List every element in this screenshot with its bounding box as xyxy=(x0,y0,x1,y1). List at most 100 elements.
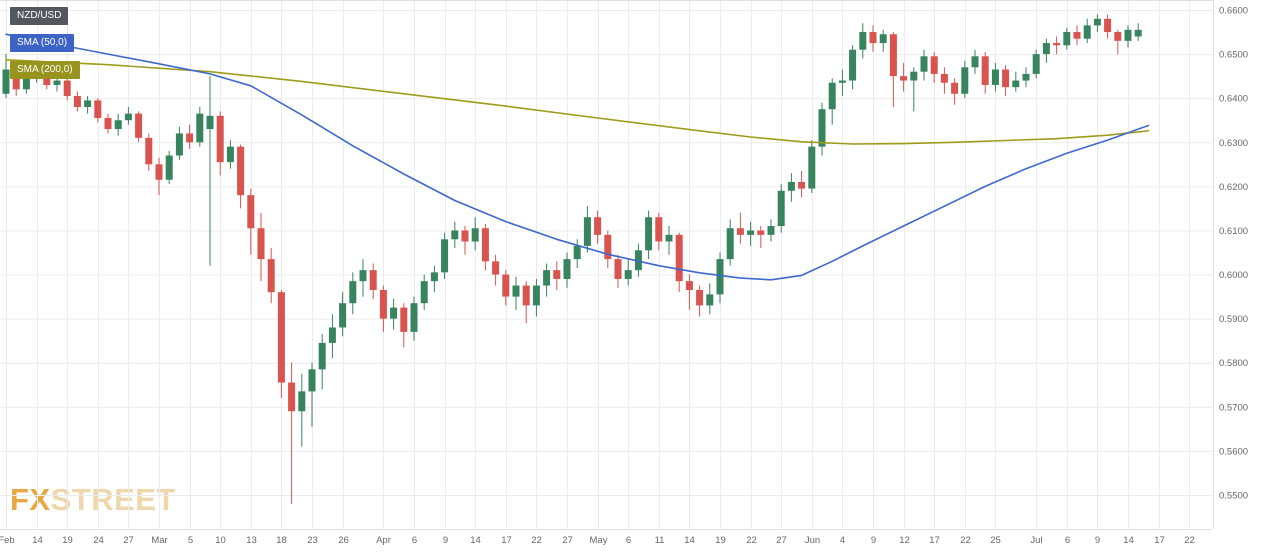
candle-body-down xyxy=(135,113,143,138)
candle-body-up xyxy=(22,78,30,90)
candle-body-down xyxy=(481,228,489,262)
candle-body-down xyxy=(247,195,255,229)
sma-50-line xyxy=(5,33,1150,281)
candle-body-up xyxy=(298,391,306,412)
candle-body-up xyxy=(175,133,183,156)
candle-body-up xyxy=(430,272,438,282)
candle-body-down xyxy=(614,259,622,279)
y-axis-label: 0.5500 xyxy=(1219,491,1248,502)
x-axis-label: 11 xyxy=(655,535,665,546)
candle-body-down xyxy=(869,32,877,44)
candle-body-up xyxy=(471,228,479,242)
candle-body-down xyxy=(522,285,530,306)
candle-body-up xyxy=(390,307,398,319)
candle-body-up xyxy=(532,285,540,306)
x-axis-label: 6 xyxy=(1065,535,1070,546)
candle-body-up xyxy=(410,303,418,332)
candle-body-down xyxy=(736,228,744,235)
x-axis-label: 23 xyxy=(307,535,318,546)
candle-body-up xyxy=(1063,32,1071,46)
sma-200-line xyxy=(5,58,1150,145)
candle-body-up xyxy=(420,281,428,304)
candle-body-up xyxy=(114,120,122,130)
candle-body-up xyxy=(910,71,918,81)
y-axis-label: 0.6300 xyxy=(1219,138,1248,149)
x-axis-label: 17 xyxy=(929,535,940,546)
symbol-badge[interactable]: NZD/USD xyxy=(10,7,69,25)
candle-body-down xyxy=(73,95,81,107)
candle-body-down xyxy=(94,100,102,119)
x-axis-label: Feb xyxy=(0,535,15,546)
candle-body-up xyxy=(645,217,653,251)
x-axis-label: 5 xyxy=(188,535,193,546)
candle-body-down xyxy=(685,281,693,290)
y-axis-label: 0.5600 xyxy=(1219,446,1248,457)
candle-body-up xyxy=(859,32,867,50)
candle-body-up xyxy=(777,190,785,227)
candle-body-up xyxy=(451,230,459,240)
candle-body-up xyxy=(328,327,336,343)
candle-body-down xyxy=(1104,18,1112,33)
candle-body-up xyxy=(1093,18,1101,26)
candle-body-down xyxy=(216,115,224,163)
chart-legend: NZD/USD SMA (50,0) SMA (200,0) xyxy=(10,7,80,88)
candle-body-up xyxy=(818,109,826,147)
candle-body-up xyxy=(1032,54,1040,74)
candle-body-up xyxy=(991,69,999,85)
x-axis-label: 17 xyxy=(1154,535,1165,546)
candle-body-up xyxy=(53,80,61,85)
candle-body-down xyxy=(63,80,71,96)
y-axis-label: 0.6100 xyxy=(1219,226,1248,237)
candle-body-up xyxy=(961,67,969,94)
y-axis-label: 0.5700 xyxy=(1219,402,1248,413)
candle-body-up xyxy=(838,80,846,83)
x-axis-label: 9 xyxy=(871,535,876,546)
x-axis-label: 9 xyxy=(1095,535,1100,546)
candle-body-down xyxy=(104,118,112,130)
x-axis-label: 19 xyxy=(62,535,73,546)
y-axis-label: 0.6600 xyxy=(1219,6,1248,17)
candle-body-up xyxy=(2,69,10,94)
candle-body-down xyxy=(461,230,469,242)
candle-body-up xyxy=(808,146,816,189)
candle-body-down xyxy=(1002,69,1010,88)
x-axis-label: 27 xyxy=(123,535,134,546)
candle-body-down xyxy=(379,289,387,319)
candle-body-up xyxy=(1124,29,1132,41)
candle-body-down xyxy=(145,137,153,165)
candle-body-down xyxy=(655,217,663,242)
candle-body-up xyxy=(665,234,673,242)
x-axis-label: 26 xyxy=(338,535,349,546)
x-axis-label: 18 xyxy=(276,535,287,546)
y-axis-label: 0.6400 xyxy=(1219,94,1248,105)
candle-body-down xyxy=(951,82,959,94)
candle-body-up xyxy=(879,34,887,44)
candle-body-up xyxy=(787,181,795,191)
y-axis-label: 0.6200 xyxy=(1219,182,1248,193)
fxstreet-logo-fx: FX xyxy=(10,482,51,517)
candle-body-up xyxy=(573,245,581,260)
candle-body-up xyxy=(206,115,214,130)
x-axis-label: 27 xyxy=(562,535,573,546)
fxstreet-logo: FXSTREET xyxy=(10,482,176,518)
sma50-badge[interactable]: SMA (50,0) xyxy=(10,34,75,52)
candle-body-down xyxy=(369,270,377,290)
candle-body-up xyxy=(196,113,204,143)
x-axis-label: 4 xyxy=(840,535,845,546)
candle-body-up xyxy=(318,342,326,370)
x-axis-label: 19 xyxy=(715,535,726,546)
candle-body-down xyxy=(553,270,561,279)
candle-body-up xyxy=(634,250,642,271)
candle-body-down xyxy=(155,164,163,180)
candle-body-down xyxy=(502,274,510,297)
candle-body-down xyxy=(400,307,408,332)
sma200-badge[interactable]: SMA (200,0) xyxy=(10,61,80,79)
candle-body-up xyxy=(1134,29,1142,37)
x-axis-label: 6 xyxy=(412,535,417,546)
candle-body-up xyxy=(624,270,632,279)
fxstreet-logo-street: STREET xyxy=(50,482,176,517)
y-axis-label: 0.5800 xyxy=(1219,358,1248,369)
x-axis-label: 22 xyxy=(531,535,542,546)
